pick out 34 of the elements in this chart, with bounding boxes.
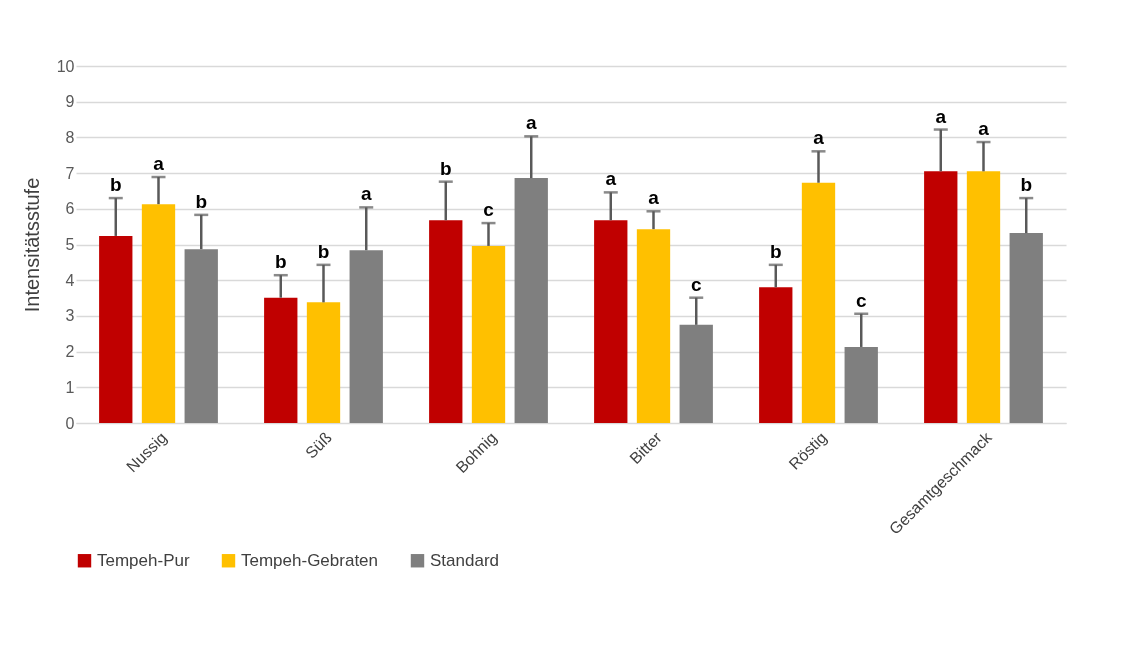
y-axis-title: Intensitätsstufe	[20, 177, 43, 313]
y-tick-label: 9	[65, 93, 75, 111]
y-tick-label: 5	[65, 236, 75, 253]
data-label: c	[483, 199, 495, 221]
legend-label: Tempeh-Gebraten	[241, 550, 379, 570]
y-tick-label: 8	[65, 128, 75, 146]
data-label: a	[153, 153, 165, 175]
data-label: b	[1020, 174, 1033, 196]
data-label: a	[525, 112, 537, 134]
data-label: a	[935, 105, 947, 127]
x-tick-label: Süß	[302, 428, 335, 462]
data-label: b	[195, 190, 208, 212]
y-tick-label: 0	[65, 414, 75, 432]
data-label: a	[360, 183, 372, 205]
data-label: b	[274, 251, 287, 273]
y-tick-label: 6	[65, 200, 75, 218]
y-tick-label: 4	[65, 271, 75, 289]
y-tick-label: 3	[65, 307, 75, 325]
data-label: a	[813, 127, 825, 149]
data-label: c	[690, 273, 702, 295]
y-tick-label: 7	[65, 164, 75, 182]
data-label: b	[109, 174, 122, 196]
data-label: b	[769, 240, 782, 262]
data-label: a	[648, 187, 660, 209]
y-tick-label: 10	[56, 57, 75, 75]
legend-label: Tempeh-Pur	[97, 550, 190, 570]
data-label: c	[855, 289, 867, 311]
data-label: b	[317, 240, 330, 262]
data-label: a	[605, 168, 617, 190]
y-tick-label: 2	[65, 343, 75, 361]
data-label: b	[439, 157, 452, 179]
data-label: a	[978, 118, 990, 140]
y-tick-label: 1	[65, 378, 75, 396]
legend-label: Standard	[430, 550, 499, 570]
